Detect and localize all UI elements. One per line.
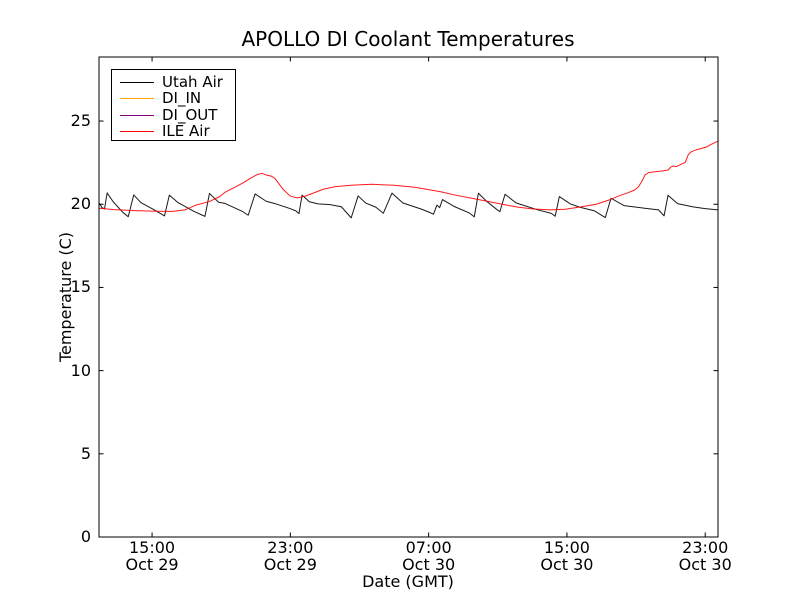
legend-entry-di-out: DI_OUT (112, 107, 235, 124)
x-tick-label: 15:00 Oct 29 (92, 538, 212, 574)
legend-entry-di-in: DI_IN (112, 91, 235, 108)
x-tick-label: 23:00 Oct 30 (645, 538, 765, 574)
series-line-ile-air (98, 140, 719, 212)
legend-label: DI_IN (162, 89, 202, 108)
x-tick-time: 23:00 (267, 538, 314, 557)
x-tick-date: Oct 29 (263, 554, 317, 574)
x-axis-label: Date (GMT) (362, 572, 454, 591)
legend-line-swatch (120, 114, 154, 116)
legend-line-swatch (120, 98, 154, 100)
legend-entry-utah-air: Utah Air (112, 74, 235, 91)
x-tick-date: Oct 30 (402, 554, 456, 574)
y-tick-label: 15 (70, 277, 91, 297)
legend-entry-ile-air: ILE Air (112, 124, 235, 141)
x-tick-label: 15:00 Oct 30 (507, 538, 627, 574)
x-tick-label: 23:00 Oct 29 (230, 538, 350, 574)
x-tick-date: Oct 30 (678, 554, 732, 574)
legend-line-swatch (120, 81, 154, 83)
y-tick-label: 10 (70, 360, 91, 380)
y-tick-label: 0 (80, 527, 91, 546)
chart-title: APOLLO DI Coolant Temperatures (241, 27, 575, 51)
y-tick-label: 5 (80, 443, 91, 463)
y-tick-label: 25 (70, 111, 91, 131)
series-lines (98, 140, 719, 538)
x-tick-time: 23:00 (682, 538, 729, 557)
legend-line-swatch (120, 131, 154, 133)
x-tick-date: Oct 30 (540, 554, 594, 574)
legend-label: Utah Air (162, 72, 223, 91)
series-line-utah-air (98, 192, 719, 219)
y-tick-label: 20 (70, 194, 91, 214)
x-tick-label: 07:00 Oct 30 (369, 538, 489, 574)
legend-label: DI_OUT (162, 105, 218, 124)
legend-label: ILE Air (162, 122, 210, 141)
y-axis-label: Temperature (C) (56, 231, 75, 363)
x-tick-time: 15:00 (129, 538, 176, 557)
x-tick-time: 15:00 (543, 538, 590, 557)
x-tick-date: Oct 29 (125, 554, 179, 574)
legend: Utah Air DI_IN DI_OUT ILE Air (111, 69, 236, 141)
x-tick-time: 07:00 (405, 538, 452, 557)
axes-frame (98, 56, 719, 538)
